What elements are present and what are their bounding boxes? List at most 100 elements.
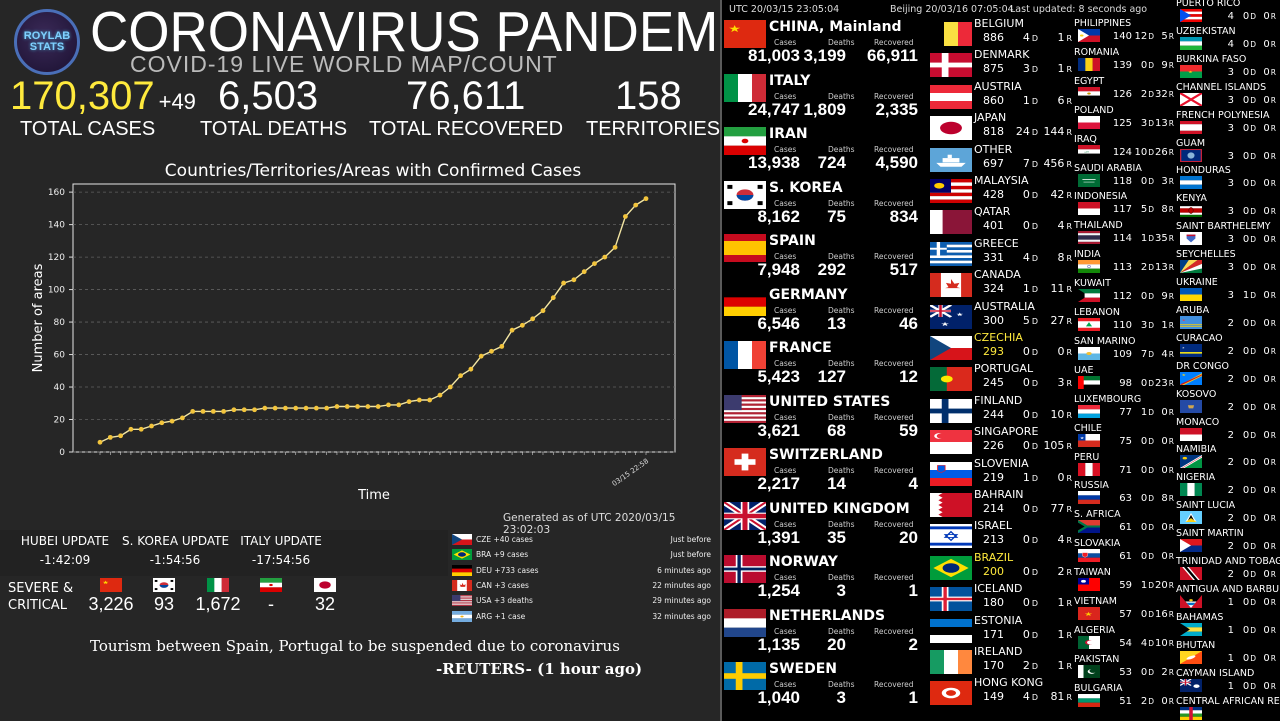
country-row[interactable]: EGYPT 126 2D 32R [1074, 76, 1174, 104]
country-card[interactable]: GERMANY Cases Deaths Recovered 6,546 13 46 [722, 284, 920, 337]
country-row[interactable]: HONDURAS 3 0D 0R [1176, 165, 1276, 193]
country-row[interactable]: SLOVAKIA 61 0D 0R [1074, 538, 1174, 566]
country-row[interactable]: ICELAND 180 0 D 1 R [928, 581, 1072, 612]
country-row[interactable]: GUAM 3 0D 0R [1176, 138, 1276, 166]
country-card[interactable]: IRAN Cases Deaths Recovered 13,938 724 4,590 [722, 123, 920, 176]
country-card[interactable]: SPAIN Cases Deaths Recovered 7,948 292 517 [722, 230, 920, 283]
country-row[interactable]: SINGAPORE 226 0 D 105 R [928, 424, 1072, 455]
news-feed-text: ARG +1 case [476, 611, 526, 621]
country-row[interactable]: IRELAND 170 2 D 1 R [928, 644, 1072, 675]
news-feed-item[interactable]: CZE +40 cases Just before [450, 532, 715, 547]
country-row[interactable]: CANADA 324 1 D 11 R [928, 267, 1072, 298]
country-row[interactable]: ★ VIETNAM 57 0D 16R [1074, 596, 1174, 624]
country-card[interactable]: NETHERLANDS Cases Deaths Recovered 1,135 20 2 [722, 605, 920, 658]
country-row[interactable]: ★ ARUBA 2 0D 0R [1176, 305, 1276, 333]
country-row[interactable]: ★ ★ AUSTRALIA 300 5 D 27 R [928, 299, 1072, 330]
country-row[interactable]: CHANNEL ISLANDS 3 0D 0R [1176, 82, 1276, 110]
country-row[interactable]: KOSOVO 2 0D 0R [1176, 389, 1276, 417]
country-row[interactable]: CENTRAL AFRICAN REP [1176, 696, 1280, 721]
country-row[interactable]: SLOVENIA 219 1 D 0 R [928, 456, 1072, 487]
country-card[interactable]: S. KOREA Cases Deaths Recovered 8,162 75 834 [722, 177, 920, 230]
country-row[interactable]: CAYMAN ISLAND 1 0D 0R [1176, 668, 1276, 696]
country-row[interactable]: BELGIUM 886 4 D 1 R [928, 16, 1072, 47]
country-card[interactable]: FRANCE Cases Deaths Recovered 5,423 127 12 [722, 337, 920, 390]
country-row[interactable]: SAINT MARTIN 2 0D 0R [1176, 528, 1276, 556]
country-row[interactable]: FINLAND 244 0 D 10 R [928, 393, 1072, 424]
news-feed-item[interactable]: BRA +9 cases Just before [450, 547, 715, 562]
country-row[interactable]: PHILIPPINES 140 12D 5R [1074, 18, 1174, 46]
country-row[interactable]: PERU 71 0D 0R [1074, 452, 1174, 480]
country-card[interactable]: SWEDEN Cases Deaths Recovered 1,040 3 1 [722, 658, 920, 711]
country-row[interactable]: KUWAIT 112 0D 9R [1074, 278, 1174, 306]
country-row[interactable]: UAE 98 0D 23R [1074, 365, 1174, 393]
country-row[interactable]: ★ BURKINA FASO 3 0D 0R [1176, 54, 1276, 82]
country-row[interactable]: S. AFRICA 61 0D 0R [1074, 509, 1174, 537]
country-row[interactable]: الله IRAQ 124 10D 26R [1074, 134, 1174, 162]
country-row[interactable]: NAMIBIA 2 0D 0R [1176, 444, 1276, 472]
country-row[interactable]: TRINIDAD AND TOBAGO 2 0D 0R [1176, 556, 1280, 584]
country-row[interactable]: INDIA 113 2D 13R [1074, 249, 1174, 277]
country-row[interactable]: MALAYSIA 428 0 D 42 R [928, 173, 1072, 204]
news-headline[interactable]: Tourism between Spain, Portugal to be su… [90, 637, 620, 655]
country-row[interactable]: LEBANON 110 3D 1R [1074, 307, 1174, 335]
country-row[interactable]: SAINT LUCIA 2 0D 0R [1176, 500, 1276, 528]
deaths-value: 3 [836, 581, 846, 600]
country-row[interactable]: CZECHIA 293 0 D 0 R [928, 330, 1072, 361]
country-row[interactable]: QATAR 401 0 D 4 R [928, 204, 1072, 235]
country-card[interactable]: SWITZERLAND Cases Deaths Recovered 2,217 14 4 [722, 444, 920, 497]
country-row[interactable]: TAIWAN 59 1D 20R [1074, 567, 1174, 595]
news-feed-item[interactable]: DEU +733 cases 6 minutes ago [450, 563, 715, 578]
country-row[interactable]: POLAND 125 3D 13R [1074, 105, 1174, 133]
country-row[interactable]: BAHRAIN 214 0 D 77 R [928, 487, 1072, 518]
country-row[interactable]: BHUTAN 1 0D 0R [1176, 640, 1276, 668]
country-name: KENYA [1176, 193, 1207, 205]
country-card[interactable]: ★ CHINA, Mainland Cases Deaths Recovered 81,0… [722, 16, 920, 69]
country-card[interactable]: UNITED KINGDOM Cases Deaths Recovered 1,391 3… [722, 498, 920, 551]
country-card[interactable]: NORWAY Cases Deaths Recovered 1,254 3 1 [722, 551, 920, 604]
news-feed-item[interactable]: USA +3 deaths 29 minutes ago [450, 593, 715, 608]
country-row[interactable]: SAUDI ARABIA 118 0D 3R [1074, 163, 1174, 191]
country-row[interactable]: ANTIGUA AND BARBUDA1 0D 0R [1176, 584, 1280, 612]
country-row[interactable]: INDONESIA 117 5D 8R [1074, 191, 1174, 219]
country-row[interactable]: BAHAMAS 1 0D 0R [1176, 612, 1276, 640]
data-point [396, 402, 402, 408]
recovered-value: 1 [908, 581, 918, 600]
country-row[interactable]: PAKISTAN 53 0D 2R [1074, 654, 1174, 682]
country-row[interactable]: ISRAEL 213 0 D 4 R [928, 518, 1072, 549]
news-feed-item[interactable]: ARG +1 case 32 minutes ago [450, 609, 715, 624]
country-row[interactable]: ROMANIA 139 0D 9R [1074, 47, 1174, 75]
country-row[interactable]: LUXEMBOURG 77 1D 0R [1074, 394, 1174, 422]
country-row[interactable]: KENYA 3 0D 0R [1176, 193, 1276, 221]
data-point [458, 373, 463, 379]
country-row[interactable]: PUERTO RICO 4 0D 0R [1176, 0, 1276, 26]
country-row[interactable]: THAILAND 114 1D 35R [1074, 220, 1174, 248]
country-row[interactable]: JAPAN 818 24 D 144 R [928, 110, 1072, 141]
news-feed-item[interactable]: CAN +3 cases 22 minutes ago [450, 578, 715, 593]
country-row[interactable]: ESTONIA 171 0 D 1 R [928, 613, 1072, 644]
country-row[interactable]: ★ CHILE 75 0D 0R [1074, 423, 1174, 451]
country-row[interactable]: UZBEKISTAN 4 0D 0R [1176, 26, 1276, 54]
country-row[interactable]: ★ DR CONGO 2 0D 0R [1176, 361, 1276, 389]
country-row[interactable]: SEYCHELLES 3 0D 0R [1176, 249, 1276, 277]
country-row[interactable]: OTHER 697 7 D 456 R [928, 142, 1072, 173]
country-row[interactable]: ★ CURACAO 2 0D 0R [1176, 333, 1276, 361]
cases-value: 4 [1227, 38, 1234, 50]
country-card[interactable]: ITALY Cases Deaths Recovered 24,747 1,809 2,33… [722, 70, 920, 123]
country-card[interactable]: UNITED STATES Cases Deaths Recovered 3,621 68… [722, 391, 920, 444]
country-row[interactable]: SAINT BARTHELEMY 3 0D 0R [1176, 221, 1276, 249]
country-row[interactable]: HONG KONG 149 4 D 81 R [928, 675, 1072, 706]
country-row[interactable]: PORTUGAL 245 0 D 3 R [928, 361, 1072, 392]
country-row[interactable]: BRAZIL 200 0 D 2 R [928, 550, 1072, 581]
country-row[interactable]: DENMARK 875 3 D 1 R [928, 47, 1072, 78]
country-row[interactable]: SAN MARINO 109 7D 4R [1074, 336, 1174, 364]
country-row[interactable]: RUSSIA 63 0D 8R [1074, 480, 1174, 508]
country-row[interactable]: NIGERIA 2 0D 0R [1176, 472, 1276, 500]
country-row[interactable]: ALGERIA 54 4D 10R [1074, 625, 1174, 653]
country-row[interactable]: AUSTRIA 860 1 D 6 R [928, 79, 1072, 110]
country-row[interactable]: GREECE 331 4 D 8 R [928, 236, 1072, 267]
country-row[interactable]: MONACO 2 0D 0R [1176, 417, 1276, 445]
country-row[interactable]: FRENCH POLYNESIA 3 0D 0R [1176, 110, 1276, 138]
country-row[interactable]: UKRAINE 3 1D 0R [1176, 277, 1276, 305]
country-row[interactable]: BULGARIA 51 2D 0R [1074, 683, 1174, 711]
